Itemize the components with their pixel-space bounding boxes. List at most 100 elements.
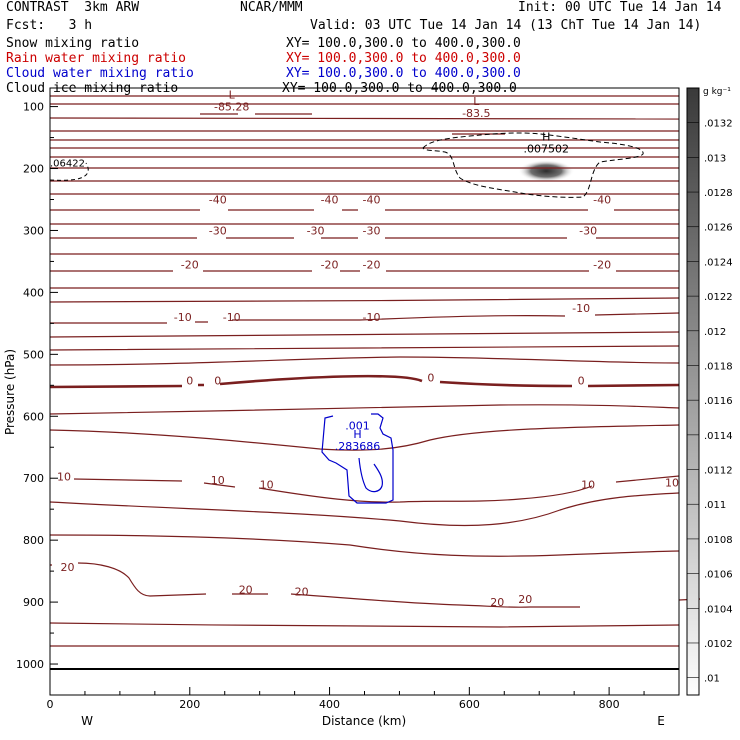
isotherm-label: 10 (211, 474, 225, 487)
y-tick-label: 300 (23, 224, 44, 237)
isotherm-label: -40 (363, 193, 381, 206)
isotherm-label: -20 (181, 259, 199, 272)
y-tick-label: 500 (23, 348, 44, 361)
east-label: E (657, 714, 665, 728)
colorbar-tick-label: .011 (704, 500, 726, 511)
y-tick-label: 400 (23, 286, 44, 299)
extremum-type-label: H (353, 428, 361, 441)
colorbar-tick-label: .012 (704, 327, 726, 338)
model-center: NCAR/MMM (240, 0, 303, 15)
west-label: W (81, 714, 93, 728)
isotherm-line (73, 475, 680, 503)
y-tick-label: 800 (23, 534, 44, 547)
extremum-type-label: L (229, 89, 236, 102)
forecast-hour: Fcst: 3 h (6, 18, 93, 33)
y-axis-label: Pressure (hPa) (3, 349, 17, 435)
x-tick-label: 0 (47, 698, 54, 711)
x-axis-label: Distance (km) (322, 714, 406, 728)
isotherm-label: 0 (214, 374, 221, 387)
isotherm-line (49, 404, 680, 415)
x-tick-label: 800 (599, 698, 620, 711)
isotherm-label: 20 (295, 586, 309, 599)
isotherm-label: -20 (321, 259, 339, 272)
cloud-water-contour (321, 413, 394, 504)
x-tick-label: 600 (459, 698, 480, 711)
isotherm-label: -30 (209, 224, 227, 237)
colorbar-tick-label: .0112 (704, 466, 733, 477)
isotherm-label: 20 (518, 593, 532, 606)
isotherm-line (49, 424, 680, 451)
legend-snow-label: Snow mixing ratio (6, 36, 140, 51)
isotherm-label: 0 (186, 374, 193, 387)
legend-rain-label: Rain water mixing ratio (6, 51, 187, 66)
colorbar-tick-label: .013 (704, 153, 726, 164)
chart-title: CONTRAST 3km ARW (6, 0, 140, 15)
init-time: Init: 00 UTC Tue 14 Jan 14 (518, 0, 722, 15)
colorbar-tick-label: .0116 (704, 396, 733, 407)
isotherm-label: -40 (593, 193, 611, 206)
colorbar-tick-label: .0128 (704, 188, 733, 199)
y-tick-label: 1000 (16, 658, 44, 671)
y-tick-label: 100 (23, 101, 44, 114)
colorbar-tick-label: .0122 (704, 292, 733, 303)
y-tick-label: 600 (23, 410, 44, 423)
colorbar-tick-label: .0126 (704, 223, 733, 234)
colorbar-scale (686, 87, 700, 696)
legend-cloudwater-label: Cloud water mixing ratio (6, 66, 194, 81)
colorbar-tick-label: .01 (704, 674, 720, 685)
extremum-type-label: H (542, 131, 550, 144)
snow-contour-label: .06422 (50, 158, 85, 169)
isotherm-label: -10 (572, 302, 590, 315)
plot-area: -40 -40 -40 -40 -30 -30 -30 -30 -20 -20 -20 -20 -10 -… (49, 89, 701, 647)
cloud-water-label: .001 (345, 420, 370, 433)
isotherm-label: -30 (363, 224, 381, 237)
isotherm-line (49, 345, 680, 351)
colorbar-tick-label: .0102 (704, 639, 733, 650)
x-tick-label: 400 (319, 698, 340, 711)
isotherm-line (50, 312, 680, 324)
isotherm-label: 20 (239, 584, 253, 597)
isotherm-label: 20 (60, 561, 74, 574)
isotherm-line (50, 562, 701, 608)
colorbar-tick-label: .0104 (704, 604, 733, 615)
plot-frame (49, 87, 680, 696)
cloud-water-contour (358, 457, 383, 493)
isotherm-label: -30 (307, 224, 325, 237)
isotherm-line (49, 374, 680, 389)
isotherm-label: 10 (57, 470, 71, 483)
legend-cloudwater-xy: XY= 100.0,300.0 to 400.0,300.0 (286, 66, 521, 81)
isotherm-label: -10 (223, 311, 241, 324)
isotherm-label: -30 (579, 224, 597, 237)
snow-contour (49, 162, 89, 181)
isotherm-label: 0 (427, 371, 434, 384)
extremum-type-label: L (473, 95, 480, 108)
isotherm-line (49, 492, 680, 527)
isotherm-line (49, 331, 680, 338)
extremum-value-label: -85.28 (214, 101, 249, 114)
extremum-value-label: .007502 (523, 143, 569, 156)
y-tick-label: 200 (23, 163, 44, 176)
isotherm-line (49, 622, 680, 628)
isotherm-label: -20 (593, 259, 611, 272)
extremum-value-label: .283686 (335, 440, 381, 453)
isotherm-label: 20 (490, 596, 504, 609)
colorbar-tick-label: .0132 (704, 119, 733, 130)
isotherm-line (49, 297, 680, 303)
y-tick-label: 700 (23, 472, 44, 485)
isotherm-label: 10 (260, 478, 274, 491)
colorbar-tick-label: .0114 (704, 431, 733, 442)
isotherm-line (49, 356, 680, 366)
isotherm-label: 0 (578, 374, 585, 387)
colorbar: g kg⁻¹ .0132 .013 .0128 .0126 .0124 .0122 .012.… (686, 87, 733, 696)
valid-time: Valid: 03 UTC Tue 14 Jan 14 (13 ChT Tue … (310, 18, 702, 33)
colorbar-tick-label: .0124 (704, 257, 733, 268)
colorbar-tick-label: .0108 (704, 535, 733, 546)
isotherm-line (49, 534, 680, 557)
isotherm-label: -40 (209, 193, 227, 206)
isotherm-label: 10 (665, 477, 679, 490)
isotherm-label: 10 (581, 478, 595, 491)
legend-snow-xy: XY= 100.0,300.0 to 400.0,300.0 (286, 36, 521, 51)
snow-contour (422, 132, 644, 198)
